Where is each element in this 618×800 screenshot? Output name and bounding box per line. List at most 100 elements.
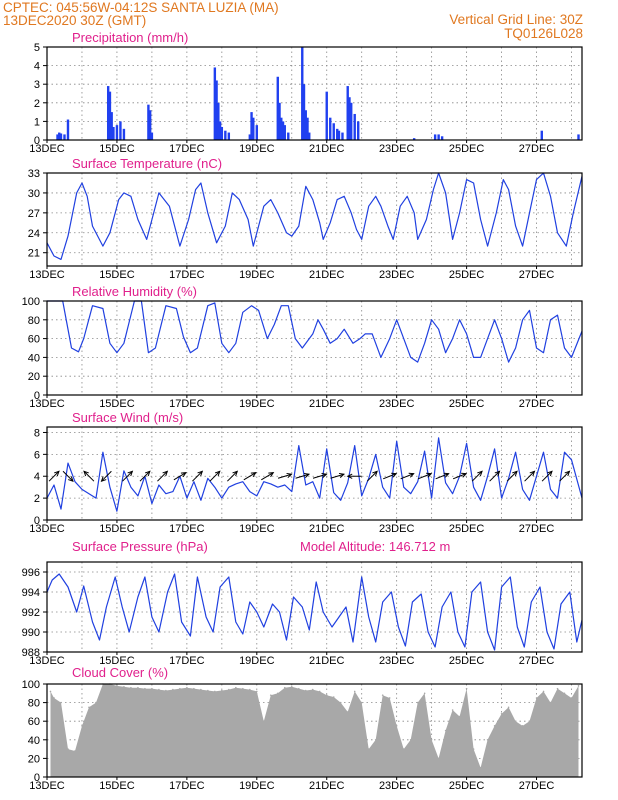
cloud-point	[144, 687, 146, 690]
x-tick-label: 21DEC	[309, 269, 345, 281]
cloud-point	[151, 687, 153, 690]
panel-title: Surface Pressure (hPa)	[72, 539, 208, 554]
y-tick-label: 0	[34, 772, 40, 784]
x-tick-label: 15DEC	[99, 398, 135, 410]
cloud-point	[242, 687, 244, 690]
y-tick-label: 996	[22, 567, 40, 579]
wind-vector	[382, 473, 397, 480]
precip-bar	[308, 132, 311, 140]
x-tick-label: 19DEC	[239, 523, 275, 535]
x-tick-label: 15DEC	[99, 523, 135, 535]
precip-bar	[112, 126, 115, 140]
y-tick-label: 990	[22, 627, 40, 639]
cloud-point	[256, 690, 258, 693]
wind-arrowhead	[100, 476, 107, 482]
x-tick-label: 17DEC	[169, 780, 205, 792]
wind-vector	[366, 470, 378, 482]
wind-arrowhead	[286, 472, 293, 478]
y-tick-label: 988	[22, 647, 40, 659]
cloud-point	[402, 748, 405, 750]
cloud-point	[207, 689, 209, 692]
precip-bar	[433, 134, 437, 140]
y-tick-label: 21	[28, 248, 40, 260]
cloud-point	[297, 687, 300, 690]
wind-vector	[330, 473, 345, 479]
y-tick-label: 80	[28, 698, 40, 710]
y-tick-label: 100	[22, 679, 40, 691]
cloud-point	[528, 720, 531, 722]
panel-4	[43, 561, 583, 655]
wind-arrowhead	[54, 470, 60, 477]
header-grid-line: Vertical Grid Line: 30Z	[449, 12, 583, 27]
cloud-point	[479, 766, 482, 769]
wind-vector	[471, 470, 483, 482]
x-tick-label: 19DEC	[239, 269, 275, 281]
cloud-point	[311, 688, 314, 691]
y-tick-label: 994	[22, 587, 40, 599]
panel-subtitle: Model Altitude: 146.712 m	[300, 539, 450, 554]
cloud-point	[388, 697, 391, 699]
precip-bar	[336, 128, 339, 140]
precip-bar	[332, 123, 335, 140]
cloud-point	[165, 689, 167, 692]
precip-bar	[276, 76, 279, 140]
y-tick-label: 1	[34, 116, 40, 128]
wind-vector	[312, 473, 327, 479]
x-tick-label: 27DEC	[519, 398, 555, 410]
precip-bar	[302, 84, 306, 140]
x-tick-label: 13DEC	[29, 398, 65, 410]
x-tick-label: 21DEC	[309, 143, 345, 155]
x-tick-label: 23DEC	[379, 655, 415, 667]
wind-arrowhead	[461, 472, 468, 478]
cloud-point	[430, 739, 433, 741]
x-tick-label: 25DEC	[449, 523, 485, 535]
plot-frame	[46, 426, 583, 521]
wind-vector	[295, 473, 310, 479]
cloud-point	[395, 725, 398, 727]
panel-title: Relative Humidity (%)	[72, 284, 197, 299]
x-tick-label: 13DEC	[29, 780, 65, 792]
plot-frame	[46, 300, 583, 396]
precip-bar	[227, 132, 231, 140]
wind-vector	[83, 470, 95, 482]
cloud-point	[214, 690, 216, 693]
x-tick-label: 23DEC	[379, 398, 415, 410]
wind-arrowhead	[197, 470, 204, 477]
precip-bar	[341, 132, 344, 140]
panel-title: Cloud Cover (%)	[72, 665, 168, 680]
wind-arrowhead	[426, 472, 433, 478]
cloud-point	[172, 688, 174, 691]
precip-bar	[346, 86, 349, 140]
precip-bar	[115, 125, 119, 140]
x-tick-label: 27DEC	[519, 655, 555, 667]
cloud-point	[437, 757, 440, 760]
x-tick-label: 15DEC	[99, 655, 135, 667]
cloud-point	[228, 688, 230, 691]
wind-vector	[139, 470, 151, 482]
precip-bar	[122, 128, 126, 140]
x-tick-label: 15DEC	[99, 269, 135, 281]
cloud-point	[507, 706, 510, 709]
precip-bar	[577, 134, 580, 140]
plot-frame	[46, 683, 583, 778]
cloud-point	[423, 692, 426, 695]
x-tick-label: 23DEC	[379, 523, 415, 535]
precip-bar	[147, 104, 150, 140]
cloud-point	[521, 725, 524, 727]
x-tick-label: 17DEC	[169, 655, 205, 667]
cloud-point	[458, 715, 461, 718]
precip-bar	[56, 134, 59, 140]
x-tick-label: 17DEC	[169, 143, 205, 155]
precip-bar	[119, 121, 122, 140]
y-tick-label: 992	[22, 607, 40, 619]
wind-arrowhead	[443, 472, 450, 478]
wind-arrowhead	[303, 472, 311, 478]
wind-vector	[541, 470, 553, 482]
cloud-point	[325, 694, 328, 696]
wind-vector	[173, 472, 187, 481]
cloud-point	[262, 720, 265, 722]
y-tick-label: 4	[34, 471, 40, 483]
precip-bar	[66, 119, 70, 140]
series-line	[46, 573, 583, 651]
wind-vector	[524, 470, 535, 482]
